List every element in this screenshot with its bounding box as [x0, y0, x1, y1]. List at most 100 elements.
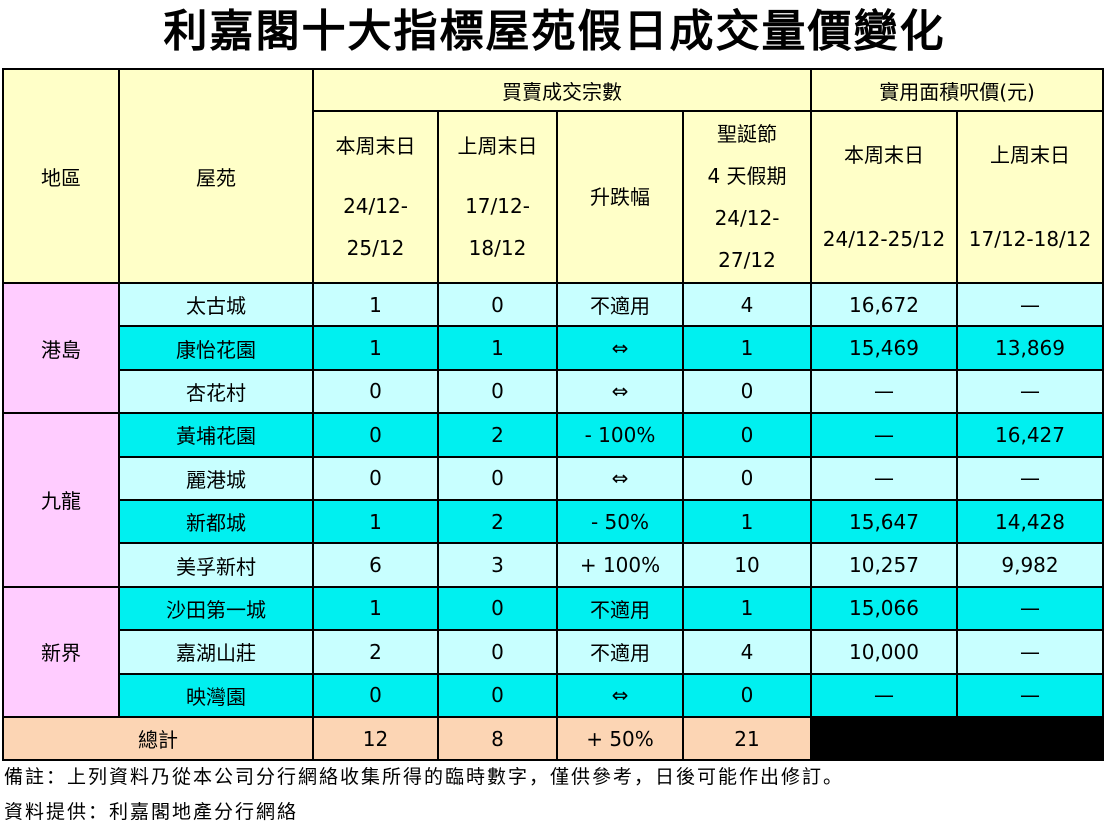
total-row: 總計 12 8 + 50% 21 [2, 715, 1105, 762]
header-label: 聖誕節 [717, 122, 777, 146]
value-cell: 9,982 [955, 542, 1105, 588]
value-cell: 1 [312, 585, 439, 632]
value-cell: 10 [682, 542, 812, 588]
value-cell: 15,647 [810, 498, 958, 545]
header-period: 25/12 [346, 236, 405, 260]
data-row: 新界 沙田第一城 1 0 不適用 1 15,066— [2, 585, 1105, 718]
region-cell: 新界 [2, 585, 120, 718]
value-cell: — [810, 455, 958, 501]
value-cell: — [810, 672, 958, 718]
value-cell: 1 [437, 325, 558, 371]
value-cell: — [955, 281, 1105, 328]
value-cell: 1 [682, 585, 812, 632]
estate-cell: 新都城 [118, 498, 314, 545]
data-row: 港島 太古城 1 0 不適用 4 16,672— [2, 281, 1105, 415]
total-value: 8 [437, 715, 558, 762]
value-cell: 2 [437, 412, 558, 458]
data-row: 嘉湖山莊 2 0 不適用 4 10,000— [3, 629, 1105, 675]
estate-cell: 太古城 [118, 281, 314, 328]
header-label: 上周末日 [990, 143, 1070, 167]
header-label: 本周末日 [335, 134, 416, 158]
value-cell: 3 [437, 542, 558, 588]
source: 資料提供：利嘉閣地產分行網絡 [4, 801, 299, 823]
value-cell: — [955, 368, 1105, 415]
value-cell: 13,869 [955, 325, 1105, 371]
value-cell: 0 [437, 368, 558, 415]
data-row: 康怡花園 1 1 ⇔ 1 15,469 13,869 [3, 325, 1105, 371]
value-cell: 14,428 [955, 498, 1105, 545]
header-row: 本周末日 24/12- 25/12 上周末日 17/12- 18/12 升跌幅 聖誕節 4 天假… [3, 110, 1105, 284]
value-cell: 0 [437, 281, 558, 328]
estate-cell: 美孚新村 [118, 542, 314, 588]
value-cell: — [810, 368, 958, 415]
value-cell: — [955, 455, 1105, 501]
header-row: 地區 屋苑 買賣成交宗數 實用面積呎價(元) [2, 68, 1105, 284]
estate-cell: 康怡花園 [118, 325, 314, 371]
header-label: 上周末日 [457, 134, 538, 158]
value-cell: 不適用 [556, 585, 684, 632]
total-value: + 50% [556, 715, 684, 762]
header-period: 24/12-25/12 [822, 227, 946, 251]
value-cell: 1 [682, 498, 812, 545]
header-cell: 升跌幅 [556, 110, 684, 284]
region-cell: 港島 [2, 281, 120, 415]
estate-cell: 黃埔花園 [118, 412, 314, 458]
value-cell: 0 [437, 455, 558, 501]
value-cell: 不適用 [556, 281, 684, 328]
value-cell: 0 [682, 412, 812, 458]
spacer [439, 167, 556, 185]
header-period: 17/12-18/12 [968, 227, 1092, 251]
header-period: 27/12 [718, 248, 776, 272]
value-cell: - 100% [556, 412, 684, 458]
value-cell: 6 [312, 542, 439, 588]
value-cell: 4 [682, 281, 812, 328]
value-cell: ⇔ [556, 672, 684, 718]
header-period: 17/12- [465, 194, 530, 218]
value-cell: 0 [312, 412, 439, 458]
value-cell: 1 [682, 325, 812, 371]
value-cell: 1 [312, 498, 439, 545]
total-label: 總計 [2, 715, 314, 762]
header-label: 本周末日 [844, 143, 924, 167]
header-cell: 地區 [2, 68, 120, 284]
value-cell: — [955, 672, 1105, 718]
value-cell: 10,257 [810, 542, 958, 588]
data-row: 美孚新村 6 3 + 100% 10 10,257 9,982 [3, 542, 1105, 588]
header-cell: 本周末日 24/12-25/12 [810, 110, 958, 284]
header-cell: 買賣成交宗數 [312, 68, 812, 112]
value-cell: 2 [437, 498, 558, 545]
value-cell: 0 [312, 455, 439, 501]
header-cell: 屋苑 [118, 68, 314, 284]
data-row: 九龍 黃埔花園 0 2- 100% 0—16,427 [2, 412, 1105, 588]
value-cell: 0 [437, 585, 558, 632]
title: 利嘉閣十大指標屋苑假日成交量價變化 [163, 6, 946, 57]
estate-cell: 映灣園 [118, 672, 314, 718]
header-cell: 上周末日 17/12-18/12 [955, 110, 1105, 284]
value-cell: ⇔ [556, 325, 684, 371]
value-cell: 2 [312, 629, 439, 675]
value-cell: 10,000 [810, 629, 958, 675]
value-cell: 1 [312, 281, 439, 328]
region-cell: 九龍 [2, 412, 120, 588]
value-cell: 0 [437, 672, 558, 718]
value-cell: 0 [312, 672, 439, 718]
header-period: 18/12 [468, 236, 527, 260]
value-cell: + 100% [556, 542, 684, 588]
value-cell: 不適用 [556, 629, 684, 675]
estate-cell: 麗港城 [118, 455, 314, 501]
value-cell: — [810, 412, 958, 458]
note: 備註：上列資料乃從本公司分行網絡收集所得的臨時數字，僅供參考，日後可能作出修訂。 [4, 766, 845, 788]
value-cell: 0 [437, 629, 558, 675]
value-cell: 0 [682, 455, 812, 501]
header-label: 4 天假期 [707, 164, 787, 188]
value-cell: 1 [312, 325, 439, 371]
price-table: 地區 屋苑 買賣成交宗數 實用面積呎價(元) 本周末日 24/12- 25/12 上周末日 17… [2, 68, 1105, 762]
estate-cell: 沙田第一城 [118, 585, 314, 632]
value-cell: 4 [682, 629, 812, 675]
header-cell: 上周末日 17/12- 18/12 [437, 110, 558, 284]
value-cell: 0 [312, 368, 439, 415]
data-row: 映灣園 0 0 ⇔ 0— — [3, 672, 1105, 718]
value-cell: ⇔ [556, 455, 684, 501]
